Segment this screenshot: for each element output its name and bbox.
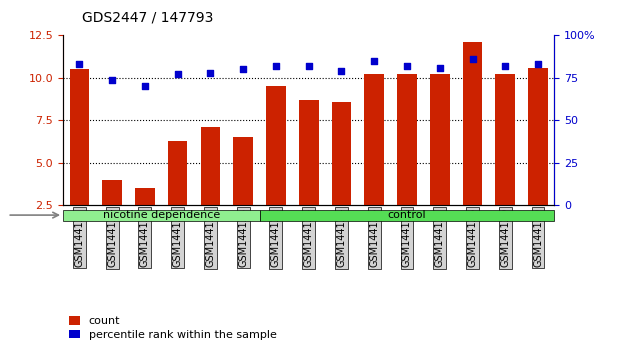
Bar	[63, 210, 260, 221]
Point	[140, 84, 150, 89]
Bar	[528, 68, 548, 248]
Text: GDS2447 / 147793: GDS2447 / 147793	[82, 11, 214, 25]
Text: nicotine dependence: nicotine dependence	[103, 210, 220, 220]
Point	[533, 62, 543, 67]
Point	[402, 63, 412, 69]
Bar	[397, 74, 417, 248]
Bar	[462, 42, 483, 248]
Point	[467, 56, 478, 62]
Point	[304, 63, 314, 69]
Bar	[69, 69, 89, 248]
Legend: count, percentile rank within the sample: count, percentile rank within the sample	[69, 316, 277, 340]
Point	[173, 72, 183, 77]
Bar	[135, 188, 155, 248]
Point	[336, 68, 346, 74]
Point	[205, 70, 215, 76]
Bar	[299, 100, 319, 248]
Point	[107, 77, 117, 82]
Bar	[233, 137, 253, 248]
Bar	[364, 74, 384, 248]
Point	[435, 65, 445, 70]
Point	[238, 67, 248, 72]
Point	[74, 62, 84, 67]
Bar	[495, 74, 515, 248]
Bar	[168, 141, 188, 248]
Text: control: control	[387, 210, 427, 220]
Bar	[331, 102, 352, 248]
Point	[369, 58, 379, 64]
Bar	[266, 86, 286, 248]
Bar	[102, 180, 122, 248]
Bar	[430, 74, 450, 248]
Bar	[260, 210, 554, 221]
Point	[271, 63, 281, 69]
Bar	[200, 127, 220, 248]
Point	[500, 63, 510, 69]
